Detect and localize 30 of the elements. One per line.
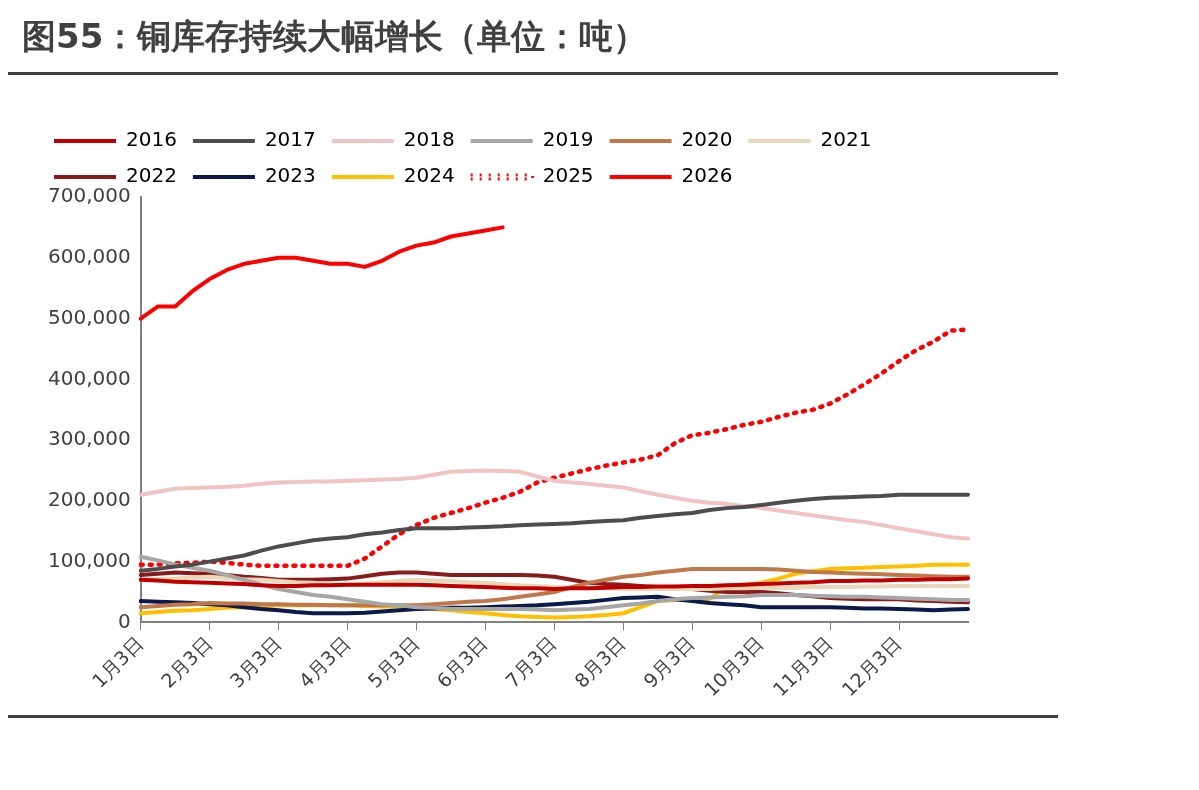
- legend-label: 2018: [403, 127, 455, 152]
- chart-title: 图55：铜库存持续大幅增长（单位：吨）: [8, 8, 1058, 75]
- x-tick-label: 1月3日: [87, 632, 148, 692]
- x-tick-label: 12月3日: [837, 632, 906, 701]
- y-tick-label: 500,000: [47, 304, 131, 329]
- legend-label: 2026: [681, 163, 733, 188]
- x-tick-label: 7月3日: [501, 632, 561, 692]
- legend-label: 2017: [264, 127, 316, 152]
- y-tick-label: 300,000: [47, 426, 131, 451]
- y-tick-label: 400,000: [47, 365, 131, 390]
- x-tick-label: 5月3日: [363, 632, 423, 692]
- x-tick-label: 2月3日: [156, 632, 216, 692]
- x-tick-label: 4月3日: [294, 632, 354, 692]
- y-tick-label: 100,000: [47, 547, 131, 572]
- legend-label: 2024: [403, 163, 455, 188]
- legend-label: 2016: [126, 127, 177, 152]
- y-tick-label: 200,000: [47, 487, 131, 512]
- legend-label: 2019: [542, 127, 594, 152]
- y-tick-label: 0: [117, 608, 131, 633]
- x-tick-label: 3月3日: [225, 632, 285, 692]
- y-tick-label: 600,000: [47, 243, 131, 268]
- legend-label: 2025: [542, 163, 594, 188]
- legend-label: 2023: [264, 163, 316, 188]
- legend-label: 2020: [681, 127, 733, 152]
- x-tick-label: 11月3日: [768, 632, 837, 701]
- x-tick-label: 10月3日: [699, 632, 768, 701]
- legend-label: 2021: [820, 127, 872, 152]
- x-tick-label: 9月3日: [639, 632, 699, 692]
- x-tick-label: 8月3日: [570, 632, 630, 692]
- x-tick-label: 6月3日: [432, 632, 492, 692]
